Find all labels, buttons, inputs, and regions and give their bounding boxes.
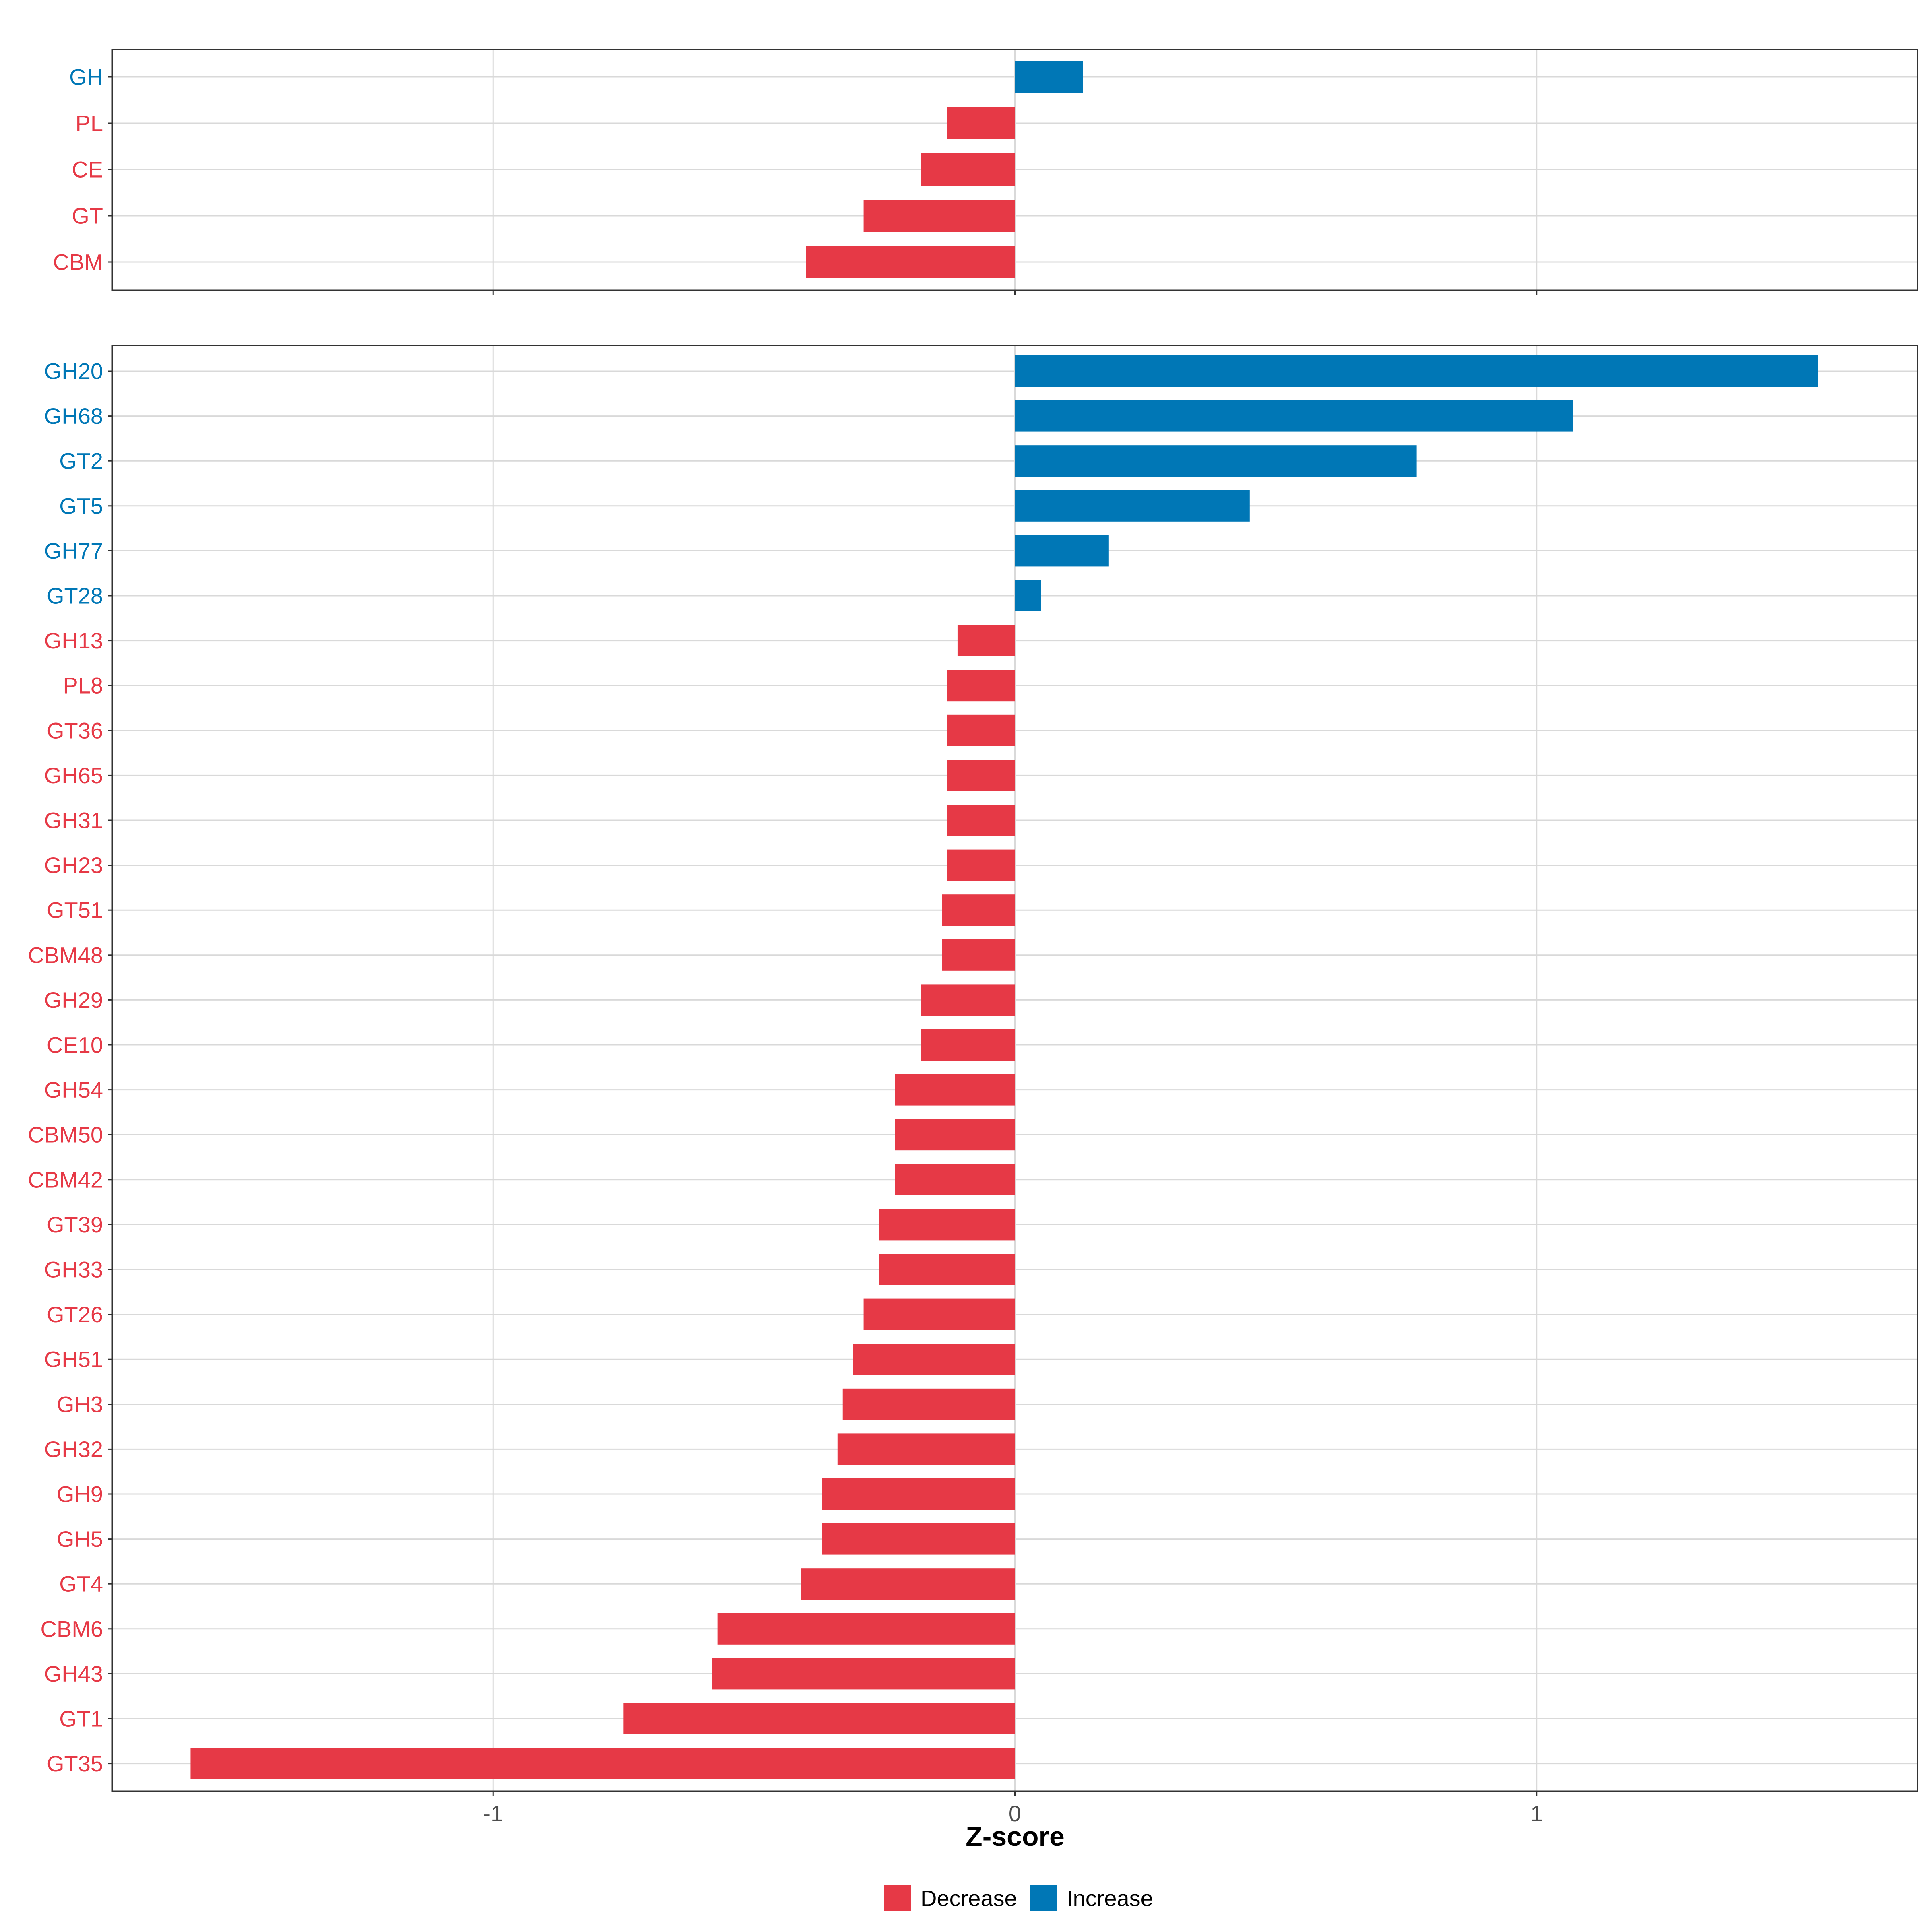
category-label-gh32: GH32 bbox=[44, 1437, 103, 1462]
legend-key-increase bbox=[1030, 1885, 1057, 1911]
bar-gt36 bbox=[947, 714, 1015, 746]
category-label-pl8: PL8 bbox=[63, 673, 103, 698]
bar-gh bbox=[1015, 61, 1083, 93]
category-label-gt51: GT51 bbox=[47, 898, 103, 923]
category-label-gt5: GT5 bbox=[59, 493, 103, 518]
bar-gt5 bbox=[1015, 490, 1250, 522]
bar-gt2 bbox=[1015, 445, 1417, 477]
bar-gt39 bbox=[879, 1209, 1015, 1241]
bar-gt35 bbox=[190, 1748, 1015, 1779]
bar-gh23 bbox=[947, 849, 1015, 881]
bar-cbm50 bbox=[895, 1119, 1015, 1151]
category-label-gh77: GH77 bbox=[44, 538, 103, 564]
x-tick-label: 0 bbox=[1009, 1801, 1021, 1826]
category-label-gh23: GH23 bbox=[44, 852, 103, 878]
bar-cbm42 bbox=[895, 1164, 1015, 1195]
bar-gt1 bbox=[623, 1703, 1015, 1734]
bar-gh13 bbox=[957, 625, 1015, 656]
category-label-cbm: CBM bbox=[53, 250, 103, 275]
bar-gt bbox=[863, 200, 1015, 232]
category-label-cbm6: CBM6 bbox=[40, 1616, 103, 1641]
bar-gh51 bbox=[853, 1344, 1015, 1375]
bar-gh32 bbox=[837, 1433, 1015, 1465]
bar-cbm bbox=[806, 246, 1015, 278]
panel-border bbox=[111, 49, 1918, 291]
bar-gt4 bbox=[801, 1568, 1015, 1600]
category-label-cbm50: CBM50 bbox=[28, 1122, 103, 1148]
legend: Decrease Increase bbox=[884, 1885, 1153, 1911]
category-label-gh: GH bbox=[69, 64, 103, 90]
bar-gh3 bbox=[842, 1388, 1015, 1420]
bar-cbm6 bbox=[717, 1613, 1015, 1645]
category-label-pl: PL bbox=[76, 111, 103, 136]
bar-gt28 bbox=[1015, 580, 1041, 611]
legend-label-increase: Increase bbox=[1067, 1886, 1153, 1911]
bar-gt51 bbox=[942, 894, 1015, 926]
bottom-panel: GH20 GH68 GT2 GT5 GH77 GT28 GH13 PL8 GT36 GH65 GH3… bbox=[28, 345, 1918, 1826]
bar-gh43 bbox=[712, 1658, 1015, 1690]
category-label-cbm42: CBM42 bbox=[28, 1167, 103, 1192]
category-label-gh3: GH3 bbox=[57, 1391, 103, 1417]
bar-gt26 bbox=[863, 1298, 1015, 1330]
bar-ce bbox=[921, 153, 1015, 186]
category-label-ce: CE bbox=[72, 157, 103, 182]
category-label-gt26: GT26 bbox=[47, 1302, 103, 1327]
bar-ce10 bbox=[921, 1029, 1015, 1061]
bar-gh31 bbox=[947, 805, 1015, 836]
category-label-gh51: GH51 bbox=[44, 1347, 103, 1372]
category-label-gh68: GH68 bbox=[44, 403, 103, 429]
category-label-gh43: GH43 bbox=[44, 1661, 103, 1686]
bar-gh5 bbox=[822, 1523, 1015, 1555]
category-label-ce10: CE10 bbox=[47, 1032, 103, 1058]
category-label-cbm48: CBM48 bbox=[28, 942, 103, 968]
category-label-gt28: GT28 bbox=[47, 583, 103, 609]
category-label-gh20: GH20 bbox=[44, 359, 103, 384]
category-label-gh5: GH5 bbox=[57, 1526, 103, 1552]
x-tick-label: -1 bbox=[483, 1801, 503, 1826]
legend-key-decrease bbox=[884, 1885, 911, 1911]
category-label-gh9: GH9 bbox=[57, 1482, 103, 1507]
legend-label-decrease: Decrease bbox=[921, 1886, 1017, 1911]
category-label-gh13: GH13 bbox=[44, 628, 103, 653]
x-axis-title: Z-score bbox=[966, 1821, 1065, 1852]
bar-gh65 bbox=[947, 760, 1015, 791]
bar-gh77 bbox=[1015, 535, 1109, 567]
category-label-gt1: GT1 bbox=[59, 1706, 103, 1732]
x-tick-label: 1 bbox=[1530, 1801, 1543, 1826]
bar-gh33 bbox=[879, 1254, 1015, 1285]
panel-border bbox=[111, 345, 1918, 1792]
category-label-gh29: GH29 bbox=[44, 987, 103, 1013]
category-label-gt35: GT35 bbox=[47, 1751, 103, 1776]
category-label-gh54: GH54 bbox=[44, 1077, 103, 1102]
bar-gh29 bbox=[921, 984, 1015, 1016]
category-label-gt4: GT4 bbox=[59, 1571, 103, 1597]
bar-gh9 bbox=[822, 1478, 1015, 1510]
bar-cbm48 bbox=[942, 939, 1015, 971]
top-panel: GH PL CE GT CBM bbox=[53, 49, 1918, 295]
category-label-gt: GT bbox=[72, 203, 103, 229]
category-label-gh65: GH65 bbox=[44, 763, 103, 788]
bar-pl8 bbox=[947, 670, 1015, 702]
category-label-gh31: GH31 bbox=[44, 808, 103, 833]
bar-gh68 bbox=[1015, 400, 1573, 432]
category-label-gh33: GH33 bbox=[44, 1257, 103, 1282]
category-label-gt36: GT36 bbox=[47, 718, 103, 743]
bar-pl bbox=[947, 107, 1015, 139]
category-label-gt2: GT2 bbox=[59, 448, 103, 474]
category-label-gt39: GT39 bbox=[47, 1212, 103, 1237]
bar-gh20 bbox=[1015, 355, 1818, 387]
bar-gh54 bbox=[895, 1074, 1015, 1106]
